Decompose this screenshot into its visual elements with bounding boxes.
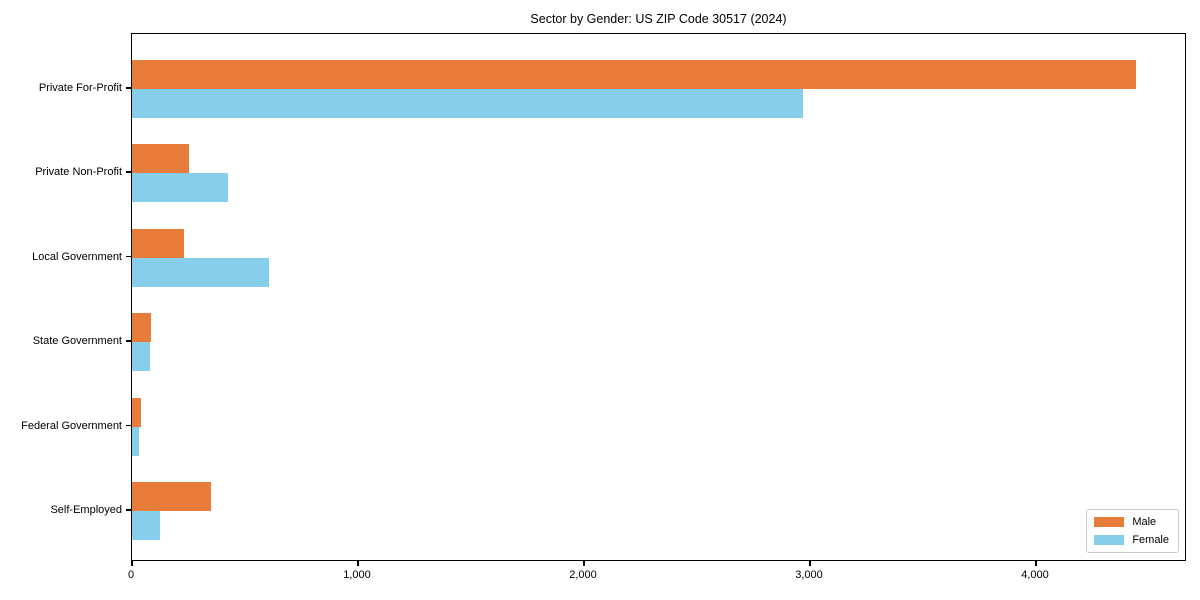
x-tick-mark <box>809 561 811 566</box>
legend-label: Male <box>1132 516 1157 528</box>
y-axis-label: Self-Employed <box>50 504 122 516</box>
bar-male-6 <box>132 482 212 511</box>
x-tick-label: 1,000 <box>343 569 371 581</box>
plot-area: Male Female <box>131 33 1186 561</box>
y-tick-mark <box>126 509 131 511</box>
legend-item-male: Male <box>1094 516 1169 528</box>
bar-female-3 <box>132 257 269 287</box>
x-tick-label: 4,000 <box>1021 569 1049 581</box>
y-axis-label: Federal Government <box>21 419 122 432</box>
legend-swatch-male <box>1094 517 1125 527</box>
x-tick-mark <box>1035 561 1037 566</box>
bar-female-5 <box>132 426 139 456</box>
bar-male-5 <box>132 397 141 427</box>
x-tick-mark <box>583 561 585 566</box>
y-axis-label: State Government <box>32 335 122 348</box>
legend-swatch-female <box>1094 535 1125 545</box>
chart-title: Sector by Gender: US ZIP Code 30517 (202… <box>530 12 787 26</box>
y-tick-mark <box>126 255 131 258</box>
bar-male-2 <box>132 144 189 174</box>
y-axis-label: Private Non-Profit <box>35 166 122 179</box>
x-tick-label: 3,000 <box>795 569 823 581</box>
bar-female-1 <box>132 89 804 118</box>
x-tick-label: 0 <box>127 569 135 581</box>
y-tick-mark <box>126 171 131 173</box>
legend: Male Female <box>1086 509 1179 553</box>
bar-female-4 <box>132 342 151 372</box>
legend-label: Female <box>1132 534 1169 546</box>
y-tick-mark <box>126 340 131 342</box>
bar-female-6 <box>132 511 161 540</box>
bar-male-4 <box>132 313 152 343</box>
y-tick-mark <box>126 87 131 89</box>
x-tick-mark <box>357 561 359 566</box>
y-axis-label: Local Government <box>32 250 122 263</box>
y-tick-mark <box>126 424 131 427</box>
y-axis-label: Private For-Profit <box>38 82 122 94</box>
x-tick-mark <box>131 561 133 566</box>
bar-male-3 <box>132 228 184 258</box>
legend-item-female: Female <box>1094 534 1169 546</box>
x-tick-label: 2,000 <box>569 569 597 581</box>
bar-male-1 <box>132 60 1136 89</box>
bar-female-2 <box>132 173 229 203</box>
